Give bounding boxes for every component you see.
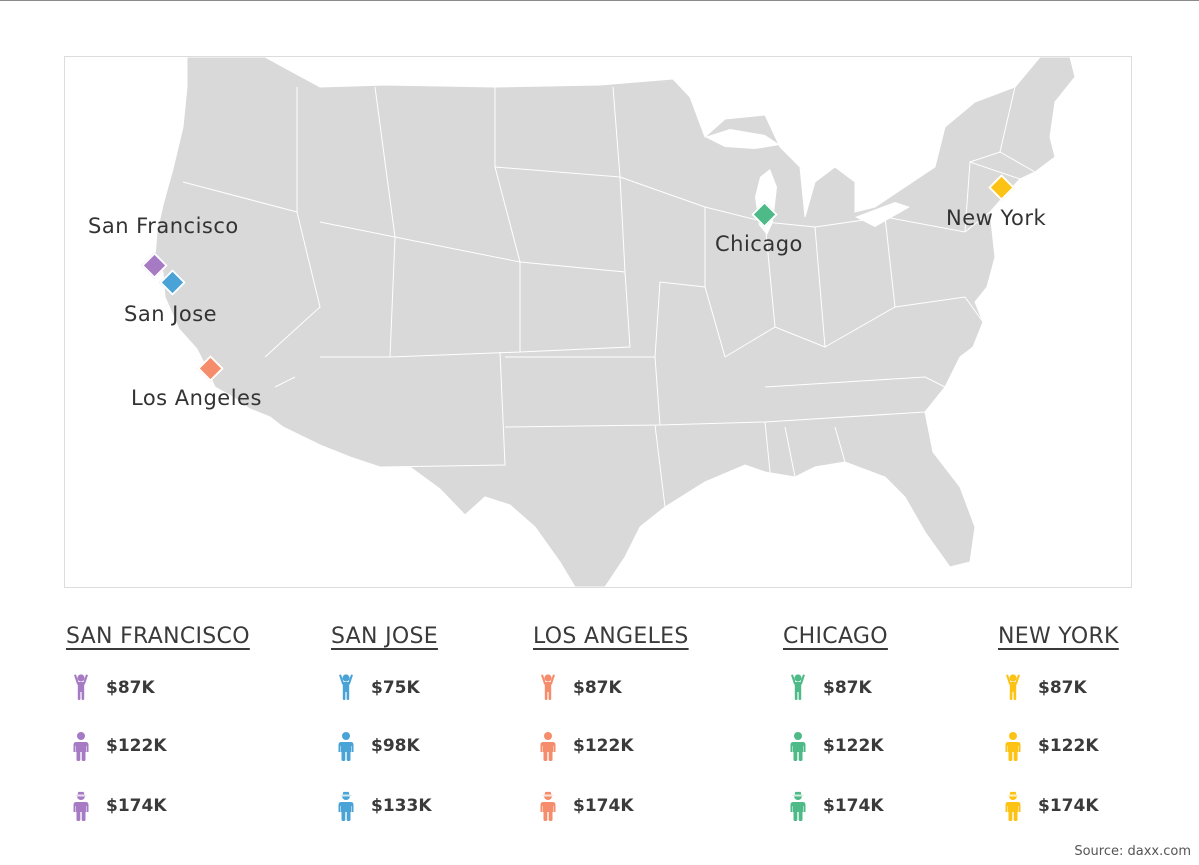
middle-person-icon [1002,731,1024,762]
junior-person-icon [537,673,559,704]
senior-person-icon [1002,790,1024,822]
junior-person-icon [787,673,809,704]
legend-row: $87K [70,666,155,710]
junior-person-icon [70,673,92,704]
middle-person-icon [70,731,92,762]
source-credit: Source: daxx.com [1074,844,1191,859]
salary-value: $133K [371,796,432,816]
salary-value: $98K [371,736,420,756]
label-san-jose: San Jose [124,302,218,326]
lake-erie [855,202,910,227]
label-new-york: New York [946,206,1047,230]
legend-san-francisco: SAN FRANCISCO $87K $122K $174K [66,624,250,821]
senior-person-icon [70,790,92,822]
salary-value: $174K [573,796,634,816]
top-divider [0,0,1199,1]
salary-value: $122K [823,736,884,756]
legend-row: $75K [335,666,420,710]
legend-row: $174K [787,784,884,828]
lake-superior [705,129,780,149]
label-los-angeles: Los Angeles [131,386,262,410]
salary-value: $87K [1038,678,1087,698]
salary-value: $87K [573,678,622,698]
legend-los-angeles: LOS ANGELES $87K $122K $174K [533,624,689,821]
legend-title: SAN JOSE [331,624,438,649]
senior-person-icon [335,790,357,822]
label-san-francisco: San Francisco [88,214,239,238]
senior-person-icon [537,790,559,822]
us-landmass [154,57,1076,587]
legend-row: $87K [787,666,872,710]
senior-person-icon [787,790,809,822]
salary-value: $87K [823,678,872,698]
middle-person-icon [335,731,357,762]
legend-san-jose: SAN JOSE $75K $98K $133K [331,624,438,821]
legend-row: $122K [787,724,884,768]
legend-row: $174K [1002,784,1099,828]
legend-row: $87K [1002,666,1087,710]
salary-value: $122K [106,736,167,756]
salary-value: $75K [371,678,420,698]
middle-person-icon [537,731,559,762]
salary-value: $174K [106,796,167,816]
legend-chicago: CHICAGO $87K $122K $174K [783,624,888,821]
legend-row: $174K [70,784,167,828]
legend-row: $98K [335,724,420,768]
salary-value: $174K [1038,796,1099,816]
legend-row: $122K [537,724,634,768]
legend-title: NEW YORK [998,624,1119,649]
legend-row: $174K [537,784,634,828]
legend-row: $133K [335,784,432,828]
us-map [64,56,1132,588]
salary-value: $87K [106,678,155,698]
legend-row: $122K [1002,724,1099,768]
salary-value: $122K [573,736,634,756]
state-borders [182,86,1036,508]
salary-value: $122K [1038,736,1099,756]
junior-person-icon [335,673,357,704]
legend-new-york: NEW YORK $87K $122K $174K [998,624,1119,821]
us-map-shape [154,57,1076,587]
legend-row: $87K [537,666,622,710]
legend-title: LOS ANGELES [533,624,689,649]
label-chicago: Chicago [715,232,803,256]
legend-title: CHICAGO [783,624,888,649]
salary-value: $174K [823,796,884,816]
middle-person-icon [787,731,809,762]
legend-title: SAN FRANCISCO [66,624,250,649]
legend-row: $122K [70,724,167,768]
junior-person-icon [1002,673,1024,704]
